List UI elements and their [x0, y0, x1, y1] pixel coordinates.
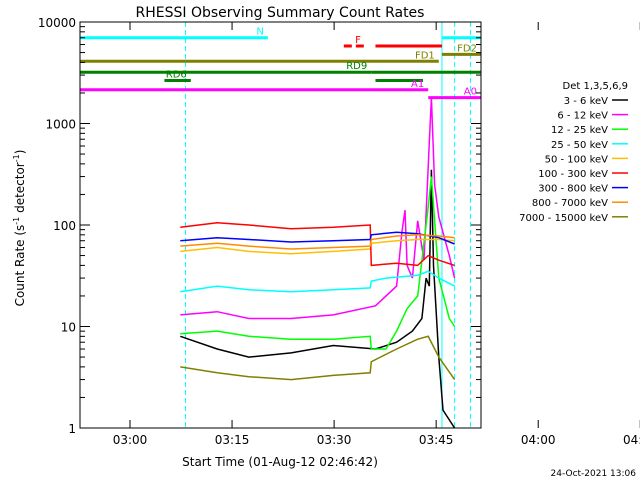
series-line-1	[180, 97, 456, 320]
legend-label-1: 6 - 12 keV	[557, 111, 608, 122]
series-line-6	[180, 231, 455, 245]
legend: Det 1,3,5,6,9 3 - 6 keV 6 - 12 keV 12 - 25…	[519, 81, 628, 224]
chart-title: RHESSI Observing Summary Count Rates	[136, 5, 425, 21]
y-label-part-1: -1	[12, 217, 21, 225]
flag-label-a1: A1	[411, 79, 424, 90]
plot-area: N F FD1 FD2 RD9 RD6 A1 A0	[79, 22, 481, 429]
series-line-8	[180, 335, 456, 381]
date-stamp: 24-Oct-2021 13:06	[551, 469, 637, 479]
series-line-0	[180, 169, 456, 429]
flag-label-rd9: RD9	[346, 61, 367, 72]
series-line-2	[180, 176, 456, 350]
x-tick-label-5: 04:15	[623, 433, 640, 447]
flag-label-a0: A0	[464, 87, 477, 98]
y-axis-label: Count Rate (s-1 detector-1)	[12, 150, 27, 307]
y-label-part-0: Count Rate (s	[13, 225, 27, 307]
legend-label-6: 300 - 800 keV	[538, 184, 608, 195]
x-tick-label-0: 03:00	[113, 433, 148, 447]
legend-label-8: 7000 - 15000 keV	[519, 213, 608, 224]
y-tick-label-0: 1	[68, 422, 76, 436]
x-tick-label-1: 03:15	[215, 433, 250, 447]
x-tick-label-4: 04:00	[521, 433, 556, 447]
y-tick-label-4: 10000	[38, 16, 76, 30]
y-tick-label-1: 10	[61, 321, 76, 335]
legend-label-4: 50 - 100 keV	[545, 154, 609, 165]
flag-label-fd2: FD2	[457, 43, 477, 54]
x-tick-label-3: 03:45	[419, 433, 454, 447]
y-label-part-3: -1	[12, 154, 21, 162]
axes: 03:00 03:15 03:30 03:45 04:00 04:15 1 10 100 1000…	[38, 16, 640, 447]
flag-label-n: N	[256, 27, 263, 38]
y-label-part-2: detector	[13, 162, 27, 217]
legend-label-0: 3 - 6 keV	[564, 96, 608, 107]
legend-label-3: 25 - 50 keV	[551, 140, 608, 151]
y-tick-label-2: 100	[53, 219, 76, 233]
legend-title: Det 1,3,5,6,9	[563, 81, 628, 92]
legend-label-5: 100 - 300 keV	[538, 169, 608, 180]
x-tick-label-2: 03:30	[317, 433, 352, 447]
legend-label-7: 800 - 7000 keV	[532, 198, 608, 209]
flag-label-rd6: RD6	[166, 70, 187, 81]
legend-label-2: 12 - 25 keV	[551, 125, 608, 136]
y-tick-label-3: 1000	[45, 118, 76, 132]
flag-label-f: F	[355, 35, 361, 46]
y-label-part-4: )	[13, 150, 27, 155]
flag-label-fd1: FD1	[415, 50, 435, 61]
x-axis-label: Start Time (01-Aug-12 02:46:42)	[182, 455, 378, 469]
series-line-7	[180, 234, 455, 250]
series-line-3	[180, 270, 455, 293]
